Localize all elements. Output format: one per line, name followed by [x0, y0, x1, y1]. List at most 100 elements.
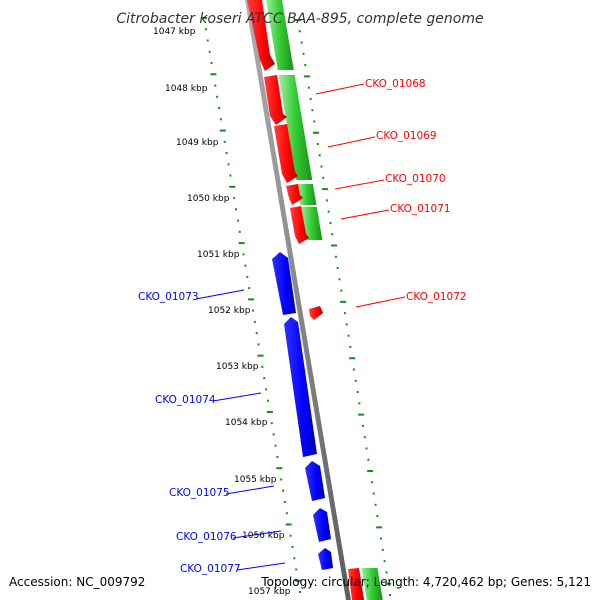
tick-mark-right [338, 278, 341, 281]
tick-mark-right [318, 154, 321, 157]
genome-backbone [245, 0, 351, 600]
tick-mark-left [233, 197, 236, 200]
tick-mark-right [309, 97, 312, 100]
tick-mark-right [307, 86, 310, 89]
tick-mark-right [316, 143, 319, 146]
gene-label-reverse[interactable]: CKO_01077 [180, 563, 241, 575]
gene-label-forward[interactable]: CKO_01070 [385, 173, 446, 185]
kbp-scale: 1047 kbp 1048 kbp 1049 kbp 1050 kbp 1051… [153, 27, 291, 597]
tick-mark-right [331, 233, 334, 236]
tick-mark-left [229, 185, 236, 188]
kbp-label: 1050 kbp [187, 194, 230, 204]
gene-arrow-reverse[interactable] [284, 317, 317, 457]
tick-mark-right [295, 19, 301, 21]
gene-arrow-reverse[interactable] [305, 461, 325, 501]
cds-segment [278, 75, 313, 180]
gene-arrow-forward[interactable] [247, 0, 275, 71]
gene-arrow-reverse[interactable] [318, 548, 333, 570]
tick-mark-right [300, 41, 303, 44]
tick-mark-left [272, 433, 275, 436]
tick-mark-right [325, 199, 328, 202]
tick-mark-right [347, 334, 350, 337]
tick-mark-left [204, 28, 207, 31]
tick-mark-right [331, 244, 338, 247]
tick-mark-right [304, 64, 307, 67]
tick-mark-right [352, 368, 355, 371]
gene-arrow-forward[interactable] [286, 184, 303, 205]
gene-label-forward[interactable]: CKO_01071 [390, 203, 451, 215]
forward-genes [247, 0, 364, 600]
kbp-label: 1047 kbp [153, 27, 196, 37]
tick-mark-right [327, 210, 330, 213]
tick-mark-left [248, 298, 255, 301]
pointer-line [195, 289, 245, 300]
tick-mark-right [345, 323, 348, 326]
kbp-label: 1049 kbp [176, 138, 219, 148]
tick-mark-left [295, 579, 302, 582]
tick-mark-right [381, 548, 384, 551]
tick-mark-right [311, 109, 314, 112]
cds-segment [300, 207, 323, 240]
tick-mark-right [389, 594, 391, 596]
tick-mark-right [313, 131, 320, 134]
tick-mark-left [201, 17, 207, 19]
tick-mark-left [285, 523, 292, 526]
gene-label-forward[interactable]: CKO_01072 [406, 291, 467, 303]
gene-label-forward[interactable]: CKO_01068 [365, 78, 426, 90]
gene-arrow-forward[interactable] [348, 568, 364, 600]
tick-mark-right [376, 526, 383, 529]
tick-mark-left [289, 534, 292, 537]
tick-mark-left [265, 388, 268, 391]
scale-ticks-left [201, 17, 302, 593]
tick-mark-left [236, 219, 239, 222]
tick-mark-left [227, 163, 230, 166]
tick-mark-right [322, 176, 325, 179]
gene-arrow-forward[interactable] [309, 306, 323, 320]
gene-arrow-forward[interactable] [274, 124, 298, 183]
tick-mark-left [261, 365, 264, 368]
kbp-label: 1053 kbp [216, 362, 259, 372]
map-title: Citrobacter koseri ATCC BAA-895, complet… [116, 11, 483, 27]
tick-mark-right [367, 469, 374, 472]
gene-label-reverse[interactable]: CKO_01075 [169, 487, 230, 499]
pointer-line [340, 209, 390, 220]
tick-mark-left [214, 84, 217, 87]
gene-arrow-reverse[interactable] [313, 508, 331, 542]
cds-segment [361, 568, 383, 600]
tick-mark-left [216, 95, 219, 98]
tick-mark-right [349, 345, 352, 348]
tick-mark-right [379, 537, 382, 540]
cds-segment [266, 0, 294, 70]
tick-mark-right [313, 120, 316, 123]
gene-arrow-reverse[interactable] [272, 252, 296, 315]
kbp-label: 1054 kbp [225, 418, 268, 428]
tick-mark-left [225, 152, 228, 155]
tick-mark-right [334, 255, 337, 258]
tick-mark-right [383, 560, 386, 563]
tick-mark-left [206, 39, 209, 42]
tick-mark-right [356, 391, 359, 394]
tick-mark-right [349, 357, 356, 360]
tick-mark-left [210, 73, 217, 76]
gene-arrow-forward[interactable] [264, 75, 287, 125]
tick-mark-right [343, 312, 346, 315]
gene-label-forward[interactable]: CKO_01069 [376, 130, 437, 142]
tick-mark-left [285, 512, 288, 515]
pointer-line [334, 179, 385, 190]
gene-label-reverse[interactable]: CKO_01073 [138, 291, 199, 303]
tick-mark-left [283, 500, 286, 503]
tick-mark-left [251, 309, 254, 312]
gene-label-reverse[interactable]: CKO_01074 [155, 394, 216, 406]
tick-mark-left [280, 478, 283, 481]
tick-mark-right [385, 571, 388, 574]
gene-arrow-forward[interactable] [290, 206, 309, 244]
tick-mark-right [354, 379, 357, 382]
tick-mark-right [340, 300, 347, 303]
genome-summary: Topology: circular; Length: 4,720,462 bp… [260, 575, 591, 589]
tick-mark-right [374, 503, 377, 506]
gene-label-reverse[interactable]: CKO_01076 [176, 531, 237, 543]
tick-mark-left [219, 118, 222, 121]
tick-mark-left [295, 568, 298, 571]
tick-mark-left [219, 129, 226, 132]
